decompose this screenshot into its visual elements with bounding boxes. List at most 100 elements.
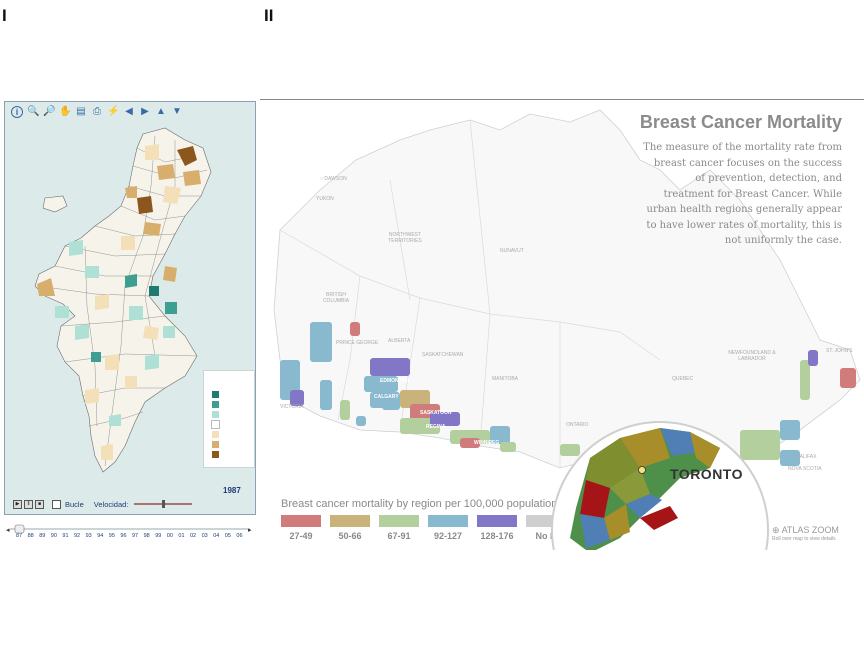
speed-slider[interactable] xyxy=(132,499,196,509)
city-saskatoon: SASKATOON xyxy=(420,410,452,416)
map-title: Breast Cancer Mortality xyxy=(639,112,842,132)
place-yukon: YUKON xyxy=(316,196,334,202)
panel-label-right: II xyxy=(264,6,274,25)
timeline-tick: 04 xyxy=(213,533,220,539)
valencia-choropleth-map[interactable] xyxy=(25,126,215,476)
city-edmonton: EDMONTON xyxy=(380,378,410,384)
place-newfoundland: NEWFOUNDLAND & LABRADOR xyxy=(728,350,776,362)
legend-swatch xyxy=(330,515,370,527)
place-nova-scotia: NOVA SCOTIA xyxy=(788,466,822,472)
timeline-tick: 96 xyxy=(120,533,127,539)
loop-label: Bucle xyxy=(65,499,84,509)
current-year: 1987 xyxy=(223,486,241,495)
health-region[interactable] xyxy=(356,416,366,426)
toronto-zoom-inset[interactable] xyxy=(550,418,770,550)
timeline-thumb[interactable] xyxy=(14,524,25,534)
legend-label: No D xyxy=(535,531,557,541)
lightning-icon[interactable]: ⚡ xyxy=(107,106,120,117)
place-alberta: ALBERTA xyxy=(388,338,411,344)
health-region[interactable] xyxy=(780,420,800,440)
place-victoria: VICTORIA xyxy=(280,404,304,410)
pause-icon[interactable]: ‖ xyxy=(24,499,33,509)
place-label-dawson: ○ DAWSON xyxy=(320,176,347,182)
arrow-up-icon[interactable]: ▲ xyxy=(156,106,166,117)
svg-text:◂: ◂ xyxy=(6,527,10,534)
legend-label: 92-127 xyxy=(433,531,463,541)
panel-label-left: I xyxy=(2,6,7,25)
print-icon[interactable]: ⎙ xyxy=(93,106,101,117)
atlas-zoom-badge[interactable]: ⊕ ATLAS ZOOM Roll over map to view detai… xyxy=(772,525,839,542)
place-nunavut: NUNAVUT xyxy=(500,248,524,254)
zoom-plus-icon: ⊕ xyxy=(772,525,780,535)
city-regina: REGINA xyxy=(426,424,446,430)
health-region[interactable] xyxy=(320,380,332,410)
timeline-tick: 06 xyxy=(236,533,243,539)
zoom-in-icon[interactable]: 🔍 xyxy=(27,106,40,117)
legend-label: 128-176 xyxy=(480,531,514,541)
health-region[interactable] xyxy=(350,322,360,336)
atlas-zoom-label: ATLAS ZOOM xyxy=(781,525,839,535)
timeline-tick: 02 xyxy=(190,533,197,539)
year-timeline-slider[interactable]: ◂ ▸ 87 88 89 90 91 92 93 94 95 96 97 98 99 00 01 02 03 04… xyxy=(6,523,254,541)
legend-title: Breast cancer mortality by region per 10… xyxy=(281,498,558,510)
color-legend xyxy=(203,370,255,468)
health-region[interactable] xyxy=(500,442,516,452)
health-region[interactable] xyxy=(430,412,460,426)
health-region[interactable] xyxy=(290,390,304,406)
timeline-tick: 01 xyxy=(178,533,185,539)
valencia-map-viewer: i 🔍 🔎 ✋ ▤ ⎙ ⚡ ◀ ▶ ▲ ▼ xyxy=(4,101,256,515)
pan-hand-icon[interactable]: ✋ xyxy=(59,106,72,117)
health-region[interactable] xyxy=(490,426,510,444)
timeline-tick: 88 xyxy=(27,533,34,539)
timeline-tick: 00 xyxy=(166,533,173,539)
health-region[interactable] xyxy=(800,360,810,400)
table-icon[interactable]: ▤ xyxy=(76,106,86,117)
health-region[interactable] xyxy=(450,430,490,444)
timeline-tick: 87 xyxy=(16,533,23,539)
info-icon[interactable]: i xyxy=(11,106,23,118)
loop-checkbox[interactable] xyxy=(52,499,61,509)
health-region[interactable] xyxy=(840,368,856,388)
place-quebec: QUEBEC xyxy=(672,376,694,382)
health-region[interactable] xyxy=(560,444,580,456)
city-winnipeg: WINNIPEG xyxy=(474,440,500,446)
timeline-tick: 89 xyxy=(39,533,46,539)
timeline-track[interactable]: ◂ ▸ xyxy=(6,523,254,535)
place-prince-george: PRINCE GEORGE xyxy=(336,340,379,346)
city-calgary: CALGARY xyxy=(374,394,399,400)
health-region[interactable] xyxy=(808,350,818,366)
legend-swatch xyxy=(428,515,468,527)
legend-swatch xyxy=(379,515,419,527)
canada-choropleth-map[interactable]: ○ DAWSON xyxy=(260,100,864,550)
legend-label: 50-66 xyxy=(338,531,362,541)
health-region[interactable] xyxy=(740,430,780,460)
timeline-tick: 03 xyxy=(201,533,208,539)
legend-swatch-3 xyxy=(212,411,219,418)
legend-swatch-1 xyxy=(212,391,219,398)
map-description: The measure of the mortality rate from b… xyxy=(643,142,842,246)
timeline-tick: 99 xyxy=(155,533,162,539)
timeline-tick: 94 xyxy=(97,533,104,539)
arrow-down-icon[interactable]: ▼ xyxy=(172,106,182,117)
timeline-tick: 97 xyxy=(132,533,139,539)
legend-swatch-4 xyxy=(211,420,220,429)
health-region[interactable] xyxy=(460,438,480,448)
arrow-right-icon[interactable]: ▶ xyxy=(141,106,149,117)
health-region[interactable] xyxy=(400,390,430,408)
health-region[interactable] xyxy=(370,358,410,376)
play-icon[interactable]: ▶ xyxy=(13,499,22,509)
place-halifax: HALIFAX xyxy=(796,454,817,460)
legend-swatch-5 xyxy=(212,431,219,438)
health-region[interactable] xyxy=(340,400,350,420)
place-saskatchewan: SASKATCHEWAN xyxy=(422,352,464,358)
health-region[interactable] xyxy=(780,450,800,466)
zoom-out-icon[interactable]: 🔎 xyxy=(43,106,56,117)
health-region[interactable] xyxy=(382,400,400,410)
canada-map-panel: ○ DAWSON YUKON NORTHWEST TERRITORIES NUN… xyxy=(260,99,864,550)
health-region[interactable] xyxy=(310,322,332,362)
health-region[interactable] xyxy=(364,376,398,392)
stop-icon[interactable]: ■ xyxy=(35,499,44,509)
timeline-tick: 95 xyxy=(108,533,115,539)
svg-text:▸: ▸ xyxy=(248,527,252,534)
arrow-left-icon[interactable]: ◀ xyxy=(125,106,133,117)
